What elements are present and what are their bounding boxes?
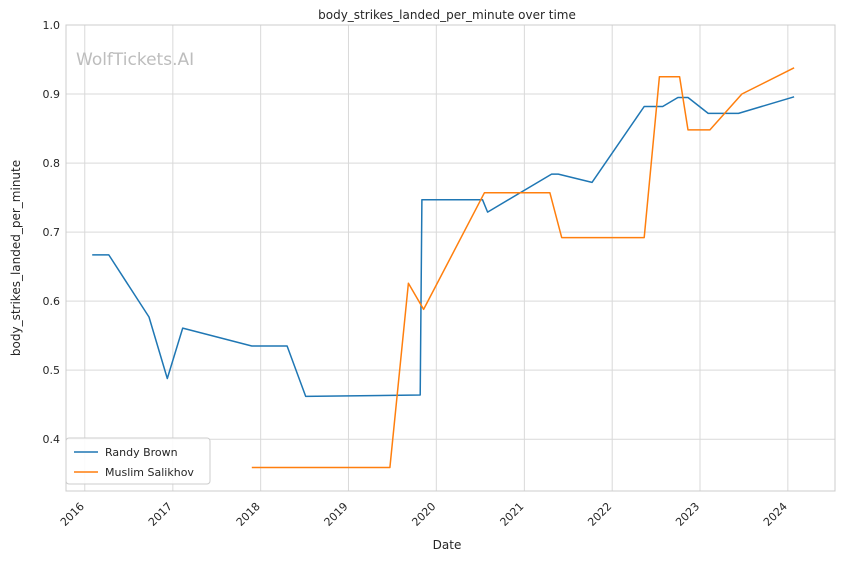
- x-tick-label: 2018: [234, 500, 263, 529]
- plot-border: [65, 24, 836, 492]
- y-tick-label: 0.5: [43, 364, 61, 377]
- chart-title: body_strikes_landed_per_minute over time: [318, 8, 576, 22]
- x-tick-labels: 2016 2017 2018 2019 2020 2021 2022 2023 2024: [58, 500, 790, 529]
- y-axis-title: body_strikes_landed_per_minute: [9, 160, 23, 356]
- x-tick-label: 2021: [497, 500, 526, 529]
- y-tick-labels: 0.4 0.5 0.6 0.7 0.8 0.9 1.0: [43, 19, 61, 446]
- y-tick-label: 1.0: [43, 19, 61, 32]
- y-tick-label: 0.8: [43, 157, 61, 170]
- x-tick-label: 2023: [673, 500, 702, 529]
- y-tick-label: 0.4: [43, 433, 61, 446]
- x-axis-title: Date: [433, 538, 462, 552]
- x-tick-label: 2022: [585, 500, 614, 529]
- legend: Randy Brown Muslim Salikhov: [65, 437, 211, 485]
- legend-box: [65, 437, 211, 485]
- gridlines: [66, 24, 835, 491]
- legend-label-randy-brown: Randy Brown: [105, 446, 178, 459]
- series-layer: [92, 67, 795, 469]
- watermark: WolfTickets.AI: [76, 50, 194, 70]
- x-tick-label: 2016: [58, 500, 87, 529]
- series-line-muslim-salikhov: [251, 67, 795, 469]
- x-tick-label: 2024: [761, 500, 790, 529]
- legend-label-muslim-salikhov: Muslim Salikhov: [105, 466, 194, 479]
- y-tick-label: 0.9: [43, 88, 61, 101]
- x-tick-label: 2017: [146, 500, 175, 529]
- y-tick-label: 0.7: [43, 226, 61, 239]
- y-tick-label: 0.6: [43, 295, 61, 308]
- x-tick-label: 2020: [409, 500, 438, 529]
- x-tick-label: 2019: [322, 500, 351, 529]
